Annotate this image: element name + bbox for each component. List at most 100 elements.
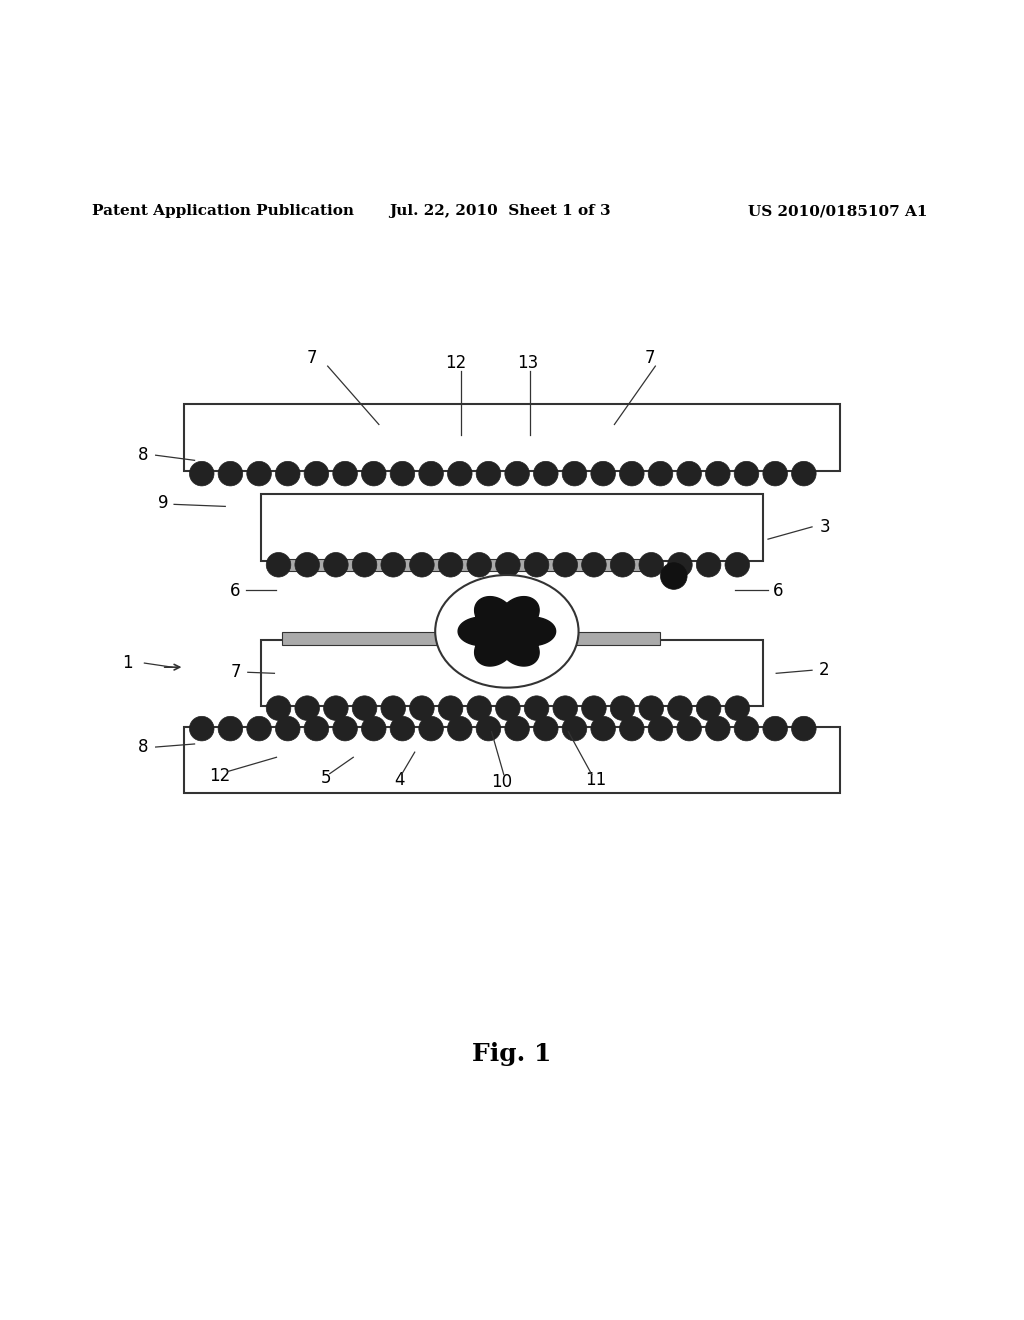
Circle shape [734,462,759,486]
Circle shape [591,462,615,486]
Circle shape [524,553,549,577]
Circle shape [706,462,730,486]
Circle shape [352,696,377,721]
Circle shape [696,553,721,577]
Circle shape [534,717,558,741]
Text: US 2010/0185107 A1: US 2010/0185107 A1 [748,205,927,218]
Circle shape [660,562,687,589]
Circle shape [352,553,377,577]
Circle shape [553,553,578,577]
Text: Jul. 22, 2010  Sheet 1 of 3: Jul. 22, 2010 Sheet 1 of 3 [389,205,610,218]
Circle shape [496,553,520,577]
Circle shape [696,696,721,721]
FancyBboxPatch shape [184,726,840,793]
Circle shape [553,696,578,721]
Circle shape [304,717,329,741]
Circle shape [677,717,701,741]
Circle shape [447,717,472,741]
Text: Fig. 1: Fig. 1 [472,1043,552,1067]
Circle shape [476,462,501,486]
Circle shape [324,696,348,721]
Circle shape [390,462,415,486]
Circle shape [792,717,816,741]
Polygon shape [458,597,556,667]
Circle shape [620,462,644,486]
Circle shape [582,553,606,577]
Text: 12: 12 [445,354,466,372]
Text: Patent Application Publication: Patent Application Publication [92,205,354,218]
Circle shape [476,717,501,741]
Circle shape [447,462,472,486]
Text: 11: 11 [586,771,606,789]
Text: 1: 1 [123,655,133,672]
Circle shape [582,696,606,721]
Circle shape [639,553,664,577]
Text: 6: 6 [230,582,241,601]
Text: 2: 2 [819,661,829,680]
Circle shape [610,696,635,721]
Bar [282,632,660,644]
Text: 9: 9 [159,494,169,512]
Circle shape [639,696,664,721]
Circle shape [734,717,759,741]
Circle shape [648,717,673,741]
Circle shape [677,462,701,486]
Circle shape [324,553,348,577]
Circle shape [648,462,673,486]
Circle shape [668,553,692,577]
Circle shape [438,696,463,721]
Circle shape [668,696,692,721]
Text: 13: 13 [517,354,538,372]
Text: 8: 8 [138,738,148,756]
Circle shape [218,717,243,741]
Circle shape [189,717,214,741]
Circle shape [381,553,406,577]
Circle shape [189,462,214,486]
Circle shape [725,696,750,721]
Text: 7: 7 [307,348,317,367]
Circle shape [706,717,730,741]
Circle shape [275,717,300,741]
Circle shape [505,717,529,741]
Text: 10: 10 [492,772,512,791]
Circle shape [620,717,644,741]
Circle shape [610,553,635,577]
Circle shape [275,462,300,486]
Circle shape [591,717,615,741]
Circle shape [467,553,492,577]
Circle shape [218,462,243,486]
Circle shape [419,717,443,741]
FancyBboxPatch shape [261,494,763,561]
Circle shape [266,696,291,721]
FancyBboxPatch shape [261,639,763,706]
Text: 3: 3 [819,517,829,536]
Text: 7: 7 [230,663,241,681]
Circle shape [333,462,357,486]
Circle shape [562,717,587,741]
Circle shape [247,717,271,741]
Circle shape [295,553,319,577]
Circle shape [467,696,492,721]
FancyBboxPatch shape [184,404,840,470]
Circle shape [361,717,386,741]
Text: 12: 12 [210,767,230,784]
Circle shape [333,717,357,741]
Text: 5: 5 [321,768,331,787]
Circle shape [361,462,386,486]
Text: 8: 8 [138,446,148,465]
Circle shape [304,462,329,486]
Circle shape [419,462,443,486]
Circle shape [725,553,750,577]
Circle shape [295,696,319,721]
Circle shape [390,717,415,741]
Text: 7: 7 [645,348,655,367]
Circle shape [792,462,816,486]
Bar [282,558,660,572]
Circle shape [438,553,463,577]
Circle shape [410,696,434,721]
Ellipse shape [435,576,579,688]
Circle shape [266,553,291,577]
Circle shape [410,553,434,577]
Circle shape [763,462,787,486]
Circle shape [505,462,529,486]
